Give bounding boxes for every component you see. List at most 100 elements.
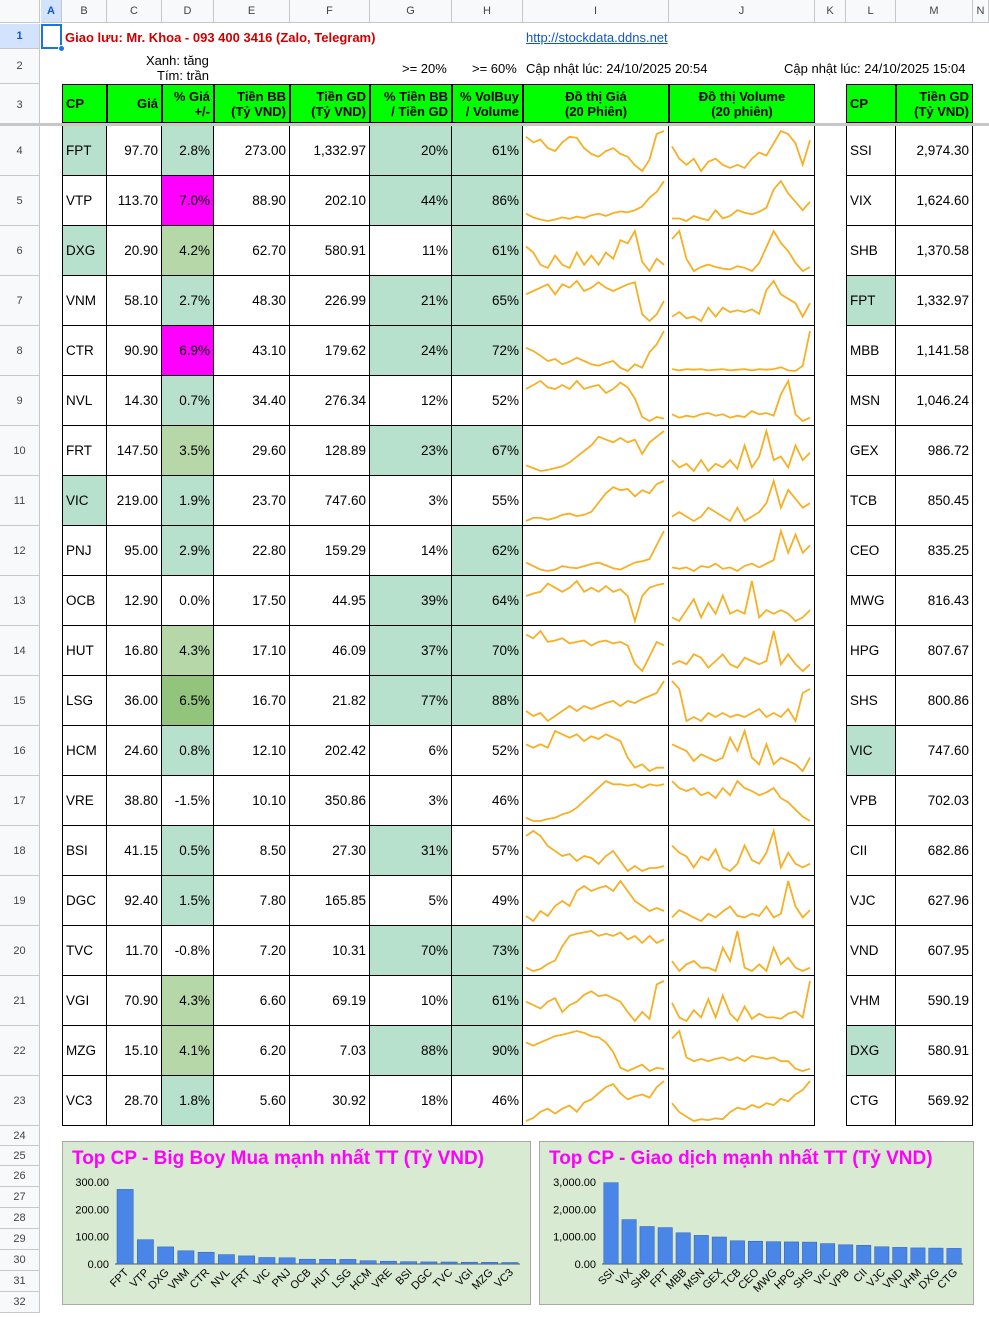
bar-ceo[interactable]: [747, 1240, 763, 1265]
table-cell-chart-price[interactable]: [523, 326, 669, 376]
right-table-cp[interactable]: SSI: [846, 126, 896, 176]
bar-tcb[interactable]: [729, 1240, 745, 1265]
table-cell-cp[interactable]: CTR: [62, 326, 107, 376]
table-cell-bb[interactable]: 22.80: [214, 526, 290, 576]
table-cell-pct[interactable]: 0.5%: [162, 826, 214, 876]
bar-bsi[interactable]: [400, 1261, 417, 1265]
table-cell-chart-volume[interactable]: [669, 926, 815, 976]
right-table-cp[interactable]: SHB: [846, 226, 896, 276]
table-cell-pct[interactable]: 2.7%: [162, 276, 214, 326]
bar-vgi[interactable]: [461, 1261, 478, 1265]
row-header-14[interactable]: 14: [0, 626, 40, 676]
bar-vhm[interactable]: [910, 1247, 926, 1265]
row-header-17[interactable]: 17: [0, 776, 40, 826]
bar-ctg[interactable]: [946, 1248, 962, 1265]
table-cell-bb[interactable]: 34.40: [214, 376, 290, 426]
table-cell-cp[interactable]: VTP: [62, 176, 107, 226]
table-cell-chart-volume[interactable]: [669, 676, 815, 726]
table-cell-pbb[interactable]: 12%: [370, 376, 452, 426]
table-cell-cp[interactable]: LSG: [62, 676, 107, 726]
table-cell-pvol[interactable]: 55%: [452, 476, 523, 526]
table-cell-chart-volume[interactable]: [669, 826, 815, 876]
right-table-cp[interactable]: FPT: [846, 276, 896, 326]
column-header-d[interactable]: D: [162, 0, 214, 23]
table-cell-pvol[interactable]: 57%: [452, 826, 523, 876]
row-header-20[interactable]: 20: [0, 926, 40, 976]
bar-vix[interactable]: [621, 1219, 637, 1265]
table-cell-pbb[interactable]: 24%: [370, 326, 452, 376]
table-cell-pvol[interactable]: 67%: [452, 426, 523, 476]
table-cell-chart-volume[interactable]: [669, 526, 815, 576]
table-cell-pct[interactable]: 0.0%: [162, 576, 214, 626]
table-cell-chart-volume[interactable]: [669, 626, 815, 676]
column-header-h[interactable]: H: [452, 0, 523, 23]
right-table-gd[interactable]: 682.86: [896, 826, 973, 876]
table-cell-chart-volume[interactable]: [669, 476, 815, 526]
table-cell-gd[interactable]: 69.19: [290, 976, 370, 1026]
right-table-gd[interactable]: 816.43: [896, 576, 973, 626]
row-header-11[interactable]: 11: [0, 476, 40, 526]
right-table-cp[interactable]: MSN: [846, 376, 896, 426]
header-chart-gia[interactable]: Đồ thị Giá (20 Phiên): [523, 84, 669, 123]
row-header-12[interactable]: 12: [0, 526, 40, 576]
table-cell-chart-volume[interactable]: [669, 426, 815, 476]
row-header-18[interactable]: 18: [0, 826, 40, 876]
right-table-gd[interactable]: 607.95: [896, 926, 973, 976]
table-cell-gia[interactable]: 14.30: [107, 376, 162, 426]
table-cell-pvol[interactable]: 61%: [452, 226, 523, 276]
table-cell-pbb[interactable]: 88%: [370, 1026, 452, 1076]
bar-msn[interactable]: [693, 1235, 709, 1265]
header-pct-vol[interactable]: % VolBuy / Volume: [452, 84, 523, 123]
bar-vnm[interactable]: [177, 1250, 195, 1265]
header-cp[interactable]: CP: [62, 84, 107, 123]
table-cell-pct[interactable]: 3.5%: [162, 426, 214, 476]
table-cell-gd[interactable]: 159.29: [290, 526, 370, 576]
right-table-gd[interactable]: 627.96: [896, 876, 973, 926]
header-tien-bb[interactable]: Tiền BB (Tỷ VND): [214, 84, 290, 123]
column-header-b[interactable]: B: [62, 0, 107, 23]
table-cell-gd[interactable]: 27.30: [290, 826, 370, 876]
right-table-gd[interactable]: 1,624.60: [896, 176, 973, 226]
bar-vre[interactable]: [380, 1260, 397, 1265]
table-cell-pbb[interactable]: 20%: [370, 126, 452, 176]
table-cell-gia[interactable]: 92.40: [107, 876, 162, 926]
table-cell-chart-price[interactable]: [523, 526, 669, 576]
table-cell-pct[interactable]: 1.9%: [162, 476, 214, 526]
column-header-k[interactable]: K: [815, 0, 846, 23]
right-table-gd[interactable]: 800.86: [896, 676, 973, 726]
table-cell-chart-price[interactable]: [523, 826, 669, 876]
right-table-gd[interactable]: 986.72: [896, 426, 973, 476]
bar-dxg[interactable]: [928, 1247, 944, 1265]
table-cell-gia[interactable]: 36.00: [107, 676, 162, 726]
table-cell-pvol[interactable]: 46%: [452, 1076, 523, 1126]
bar-tvc[interactable]: [440, 1261, 458, 1265]
table-cell-bb[interactable]: 12.10: [214, 726, 290, 776]
right-table-cp[interactable]: VPB: [846, 776, 896, 826]
row-header-7[interactable]: 7: [0, 276, 40, 326]
row-header-4[interactable]: 4: [0, 126, 40, 176]
table-cell-pbb[interactable]: 77%: [370, 676, 452, 726]
bar-hut[interactable]: [319, 1259, 336, 1265]
right-table-cp[interactable]: SHS: [846, 676, 896, 726]
table-cell-chart-volume[interactable]: [669, 376, 815, 426]
table-cell-chart-price[interactable]: [523, 376, 669, 426]
table-cell-bb[interactable]: 29.60: [214, 426, 290, 476]
table-cell-pct[interactable]: -0.8%: [162, 926, 214, 976]
table-cell-pbb[interactable]: 6%: [370, 726, 452, 776]
table-cell-chart-volume[interactable]: [669, 726, 815, 776]
row-header-1[interactable]: 1: [0, 24, 40, 49]
table-cell-pct[interactable]: 4.3%: [162, 626, 214, 676]
table-cell-gia[interactable]: 90.90: [107, 326, 162, 376]
right-table-gd[interactable]: 835.25: [896, 526, 973, 576]
bar-mzg[interactable]: [481, 1262, 498, 1265]
table-cell-cp[interactable]: PNJ: [62, 526, 107, 576]
table-cell-pvol[interactable]: 65%: [452, 276, 523, 326]
table-cell-gia[interactable]: 28.70: [107, 1076, 162, 1126]
table-cell-pbb[interactable]: 37%: [370, 626, 452, 676]
table-cell-pbb[interactable]: 10%: [370, 976, 452, 1026]
row-header-31[interactable]: 31: [0, 1271, 40, 1292]
row-header-30[interactable]: 30: [0, 1250, 40, 1271]
right-table-cp[interactable]: VJC: [846, 876, 896, 926]
sheet-corner[interactable]: [0, 0, 40, 23]
bar-dgc[interactable]: [420, 1261, 438, 1265]
